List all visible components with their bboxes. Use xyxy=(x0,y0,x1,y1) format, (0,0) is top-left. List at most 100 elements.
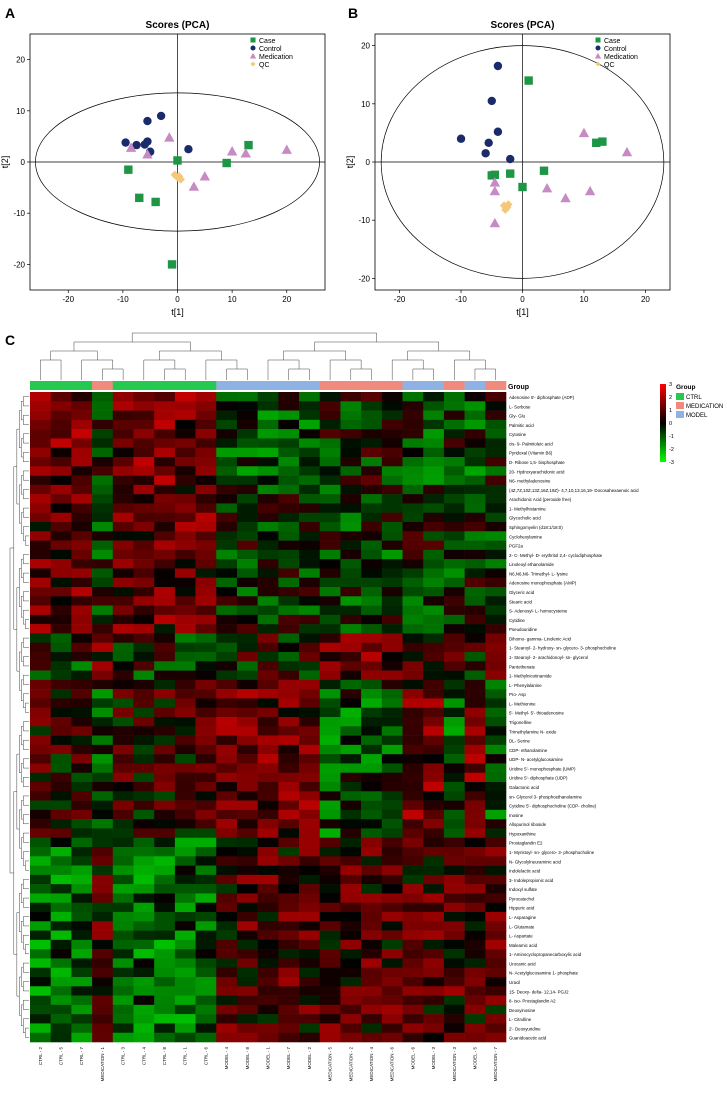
heatmap-cell xyxy=(299,559,321,569)
heatmap-cell xyxy=(319,587,341,597)
heatmap-cell xyxy=(381,819,403,829)
heatmap-cell xyxy=(423,540,445,551)
color-scale-tick-label: 3 xyxy=(669,382,672,388)
heatmap-cell xyxy=(402,624,424,634)
heatmap-cell xyxy=(402,828,424,839)
heatmap-cell xyxy=(278,717,300,727)
heatmap-cell xyxy=(92,865,114,876)
heatmap-cell xyxy=(30,512,51,523)
column-label: CTRL - 3 xyxy=(121,1047,126,1066)
heatmap-cell xyxy=(257,726,279,736)
heatmap-cell xyxy=(443,633,465,644)
heatmap-cell xyxy=(299,605,321,616)
heatmap-cell xyxy=(216,717,238,727)
heatmap-cell xyxy=(381,410,403,421)
heatmap-cell xyxy=(381,633,403,644)
data-point-case xyxy=(167,260,177,269)
heatmap-cell xyxy=(133,921,155,931)
dendrogram-branch xyxy=(19,809,22,849)
heatmap-cell xyxy=(299,847,321,857)
heatmap-cell xyxy=(216,1014,238,1024)
heatmap-cell xyxy=(485,902,507,913)
heatmap-cell xyxy=(112,754,134,764)
heatmap-cell xyxy=(71,429,93,439)
heatmap-cell xyxy=(361,429,383,439)
heatmap-cell xyxy=(92,1014,114,1024)
heatmap-cell xyxy=(361,930,383,941)
heatmap-cell xyxy=(92,717,114,727)
heatmap-cell xyxy=(464,587,486,597)
heatmap-cell xyxy=(319,800,341,811)
heatmap-cell xyxy=(216,652,238,662)
heatmap-cell xyxy=(278,837,300,848)
heatmap-cell xyxy=(423,986,445,996)
heatmap-cell xyxy=(236,568,258,579)
heatmap-cell xyxy=(361,754,383,764)
heatmap-cell xyxy=(485,689,507,699)
heatmap-cell xyxy=(112,633,134,644)
heatmap-cell xyxy=(464,921,486,931)
heatmap-cell xyxy=(174,568,196,579)
heatmap-cell xyxy=(443,587,465,597)
heatmap-cell xyxy=(257,679,279,690)
heatmap-cell xyxy=(340,800,362,811)
heatmap-cell xyxy=(195,633,217,644)
heatmap-cell xyxy=(30,726,51,736)
panel-label-c: C xyxy=(5,332,15,348)
y-tick-label: 10 xyxy=(16,107,25,116)
heatmap-cell xyxy=(319,930,341,941)
heatmap-cell xyxy=(464,958,486,969)
heatmap-cell xyxy=(71,930,93,941)
heatmap-cell xyxy=(92,782,114,792)
heatmap-cell xyxy=(216,392,238,402)
heatmap-cell xyxy=(402,670,424,681)
heatmap-cell xyxy=(71,874,93,885)
x-tick-label: -20 xyxy=(394,295,406,304)
row-label: cis- 9- Palmitoleic acid xyxy=(509,441,553,446)
heatmap-cell xyxy=(381,809,403,820)
column-group-cell xyxy=(133,381,155,390)
heatmap-cell xyxy=(133,512,155,523)
heatmap-cell xyxy=(423,484,445,495)
heatmap-cell xyxy=(464,1023,486,1034)
heatmap-cell xyxy=(154,1014,176,1024)
heatmap-cell xyxy=(50,392,72,402)
row-label: Prostaglandin E2 xyxy=(509,841,543,846)
heatmap-cell xyxy=(30,577,51,588)
heatmap-cell xyxy=(195,540,217,551)
x-tick-label: -10 xyxy=(455,295,467,304)
heatmap-cell xyxy=(443,995,465,1006)
dendrogram-branch xyxy=(23,674,29,685)
heatmap-cell xyxy=(154,410,176,421)
heatmap-cell xyxy=(299,587,321,597)
heatmap-cell xyxy=(278,447,300,458)
heatmap-cell xyxy=(50,977,72,987)
heatmap-cell xyxy=(361,614,383,625)
heatmap-cell xyxy=(319,568,341,579)
heatmap-cell xyxy=(485,707,507,718)
dendrogram-branch xyxy=(25,535,29,546)
heatmap-cell xyxy=(340,939,362,950)
heatmap-cell xyxy=(278,438,300,449)
heatmap-cell xyxy=(216,624,238,634)
heatmap-cell xyxy=(381,522,403,532)
heatmap-cell xyxy=(361,698,383,709)
row-label: Linoleoyl ethanolamide xyxy=(509,562,554,567)
heatmap-cell xyxy=(361,819,383,829)
heatmap-cell xyxy=(319,679,341,690)
heatmap-cell xyxy=(133,902,155,913)
heatmap-cell xyxy=(195,874,217,885)
heatmap-cell xyxy=(236,717,258,727)
heatmap-cell xyxy=(133,782,155,792)
column-group-cell xyxy=(216,381,238,390)
heatmap-cell xyxy=(30,735,51,746)
heatmap-cell xyxy=(381,1004,403,1015)
heatmap-cell xyxy=(278,633,300,644)
heatmap-cell xyxy=(154,670,176,681)
heatmap-cell xyxy=(71,466,93,476)
heatmap-cell xyxy=(195,995,217,1006)
heatmap-cell xyxy=(174,522,196,532)
heatmap-cell xyxy=(340,642,362,653)
heatmap-cell xyxy=(112,763,134,774)
heatmap-cell xyxy=(112,457,134,467)
